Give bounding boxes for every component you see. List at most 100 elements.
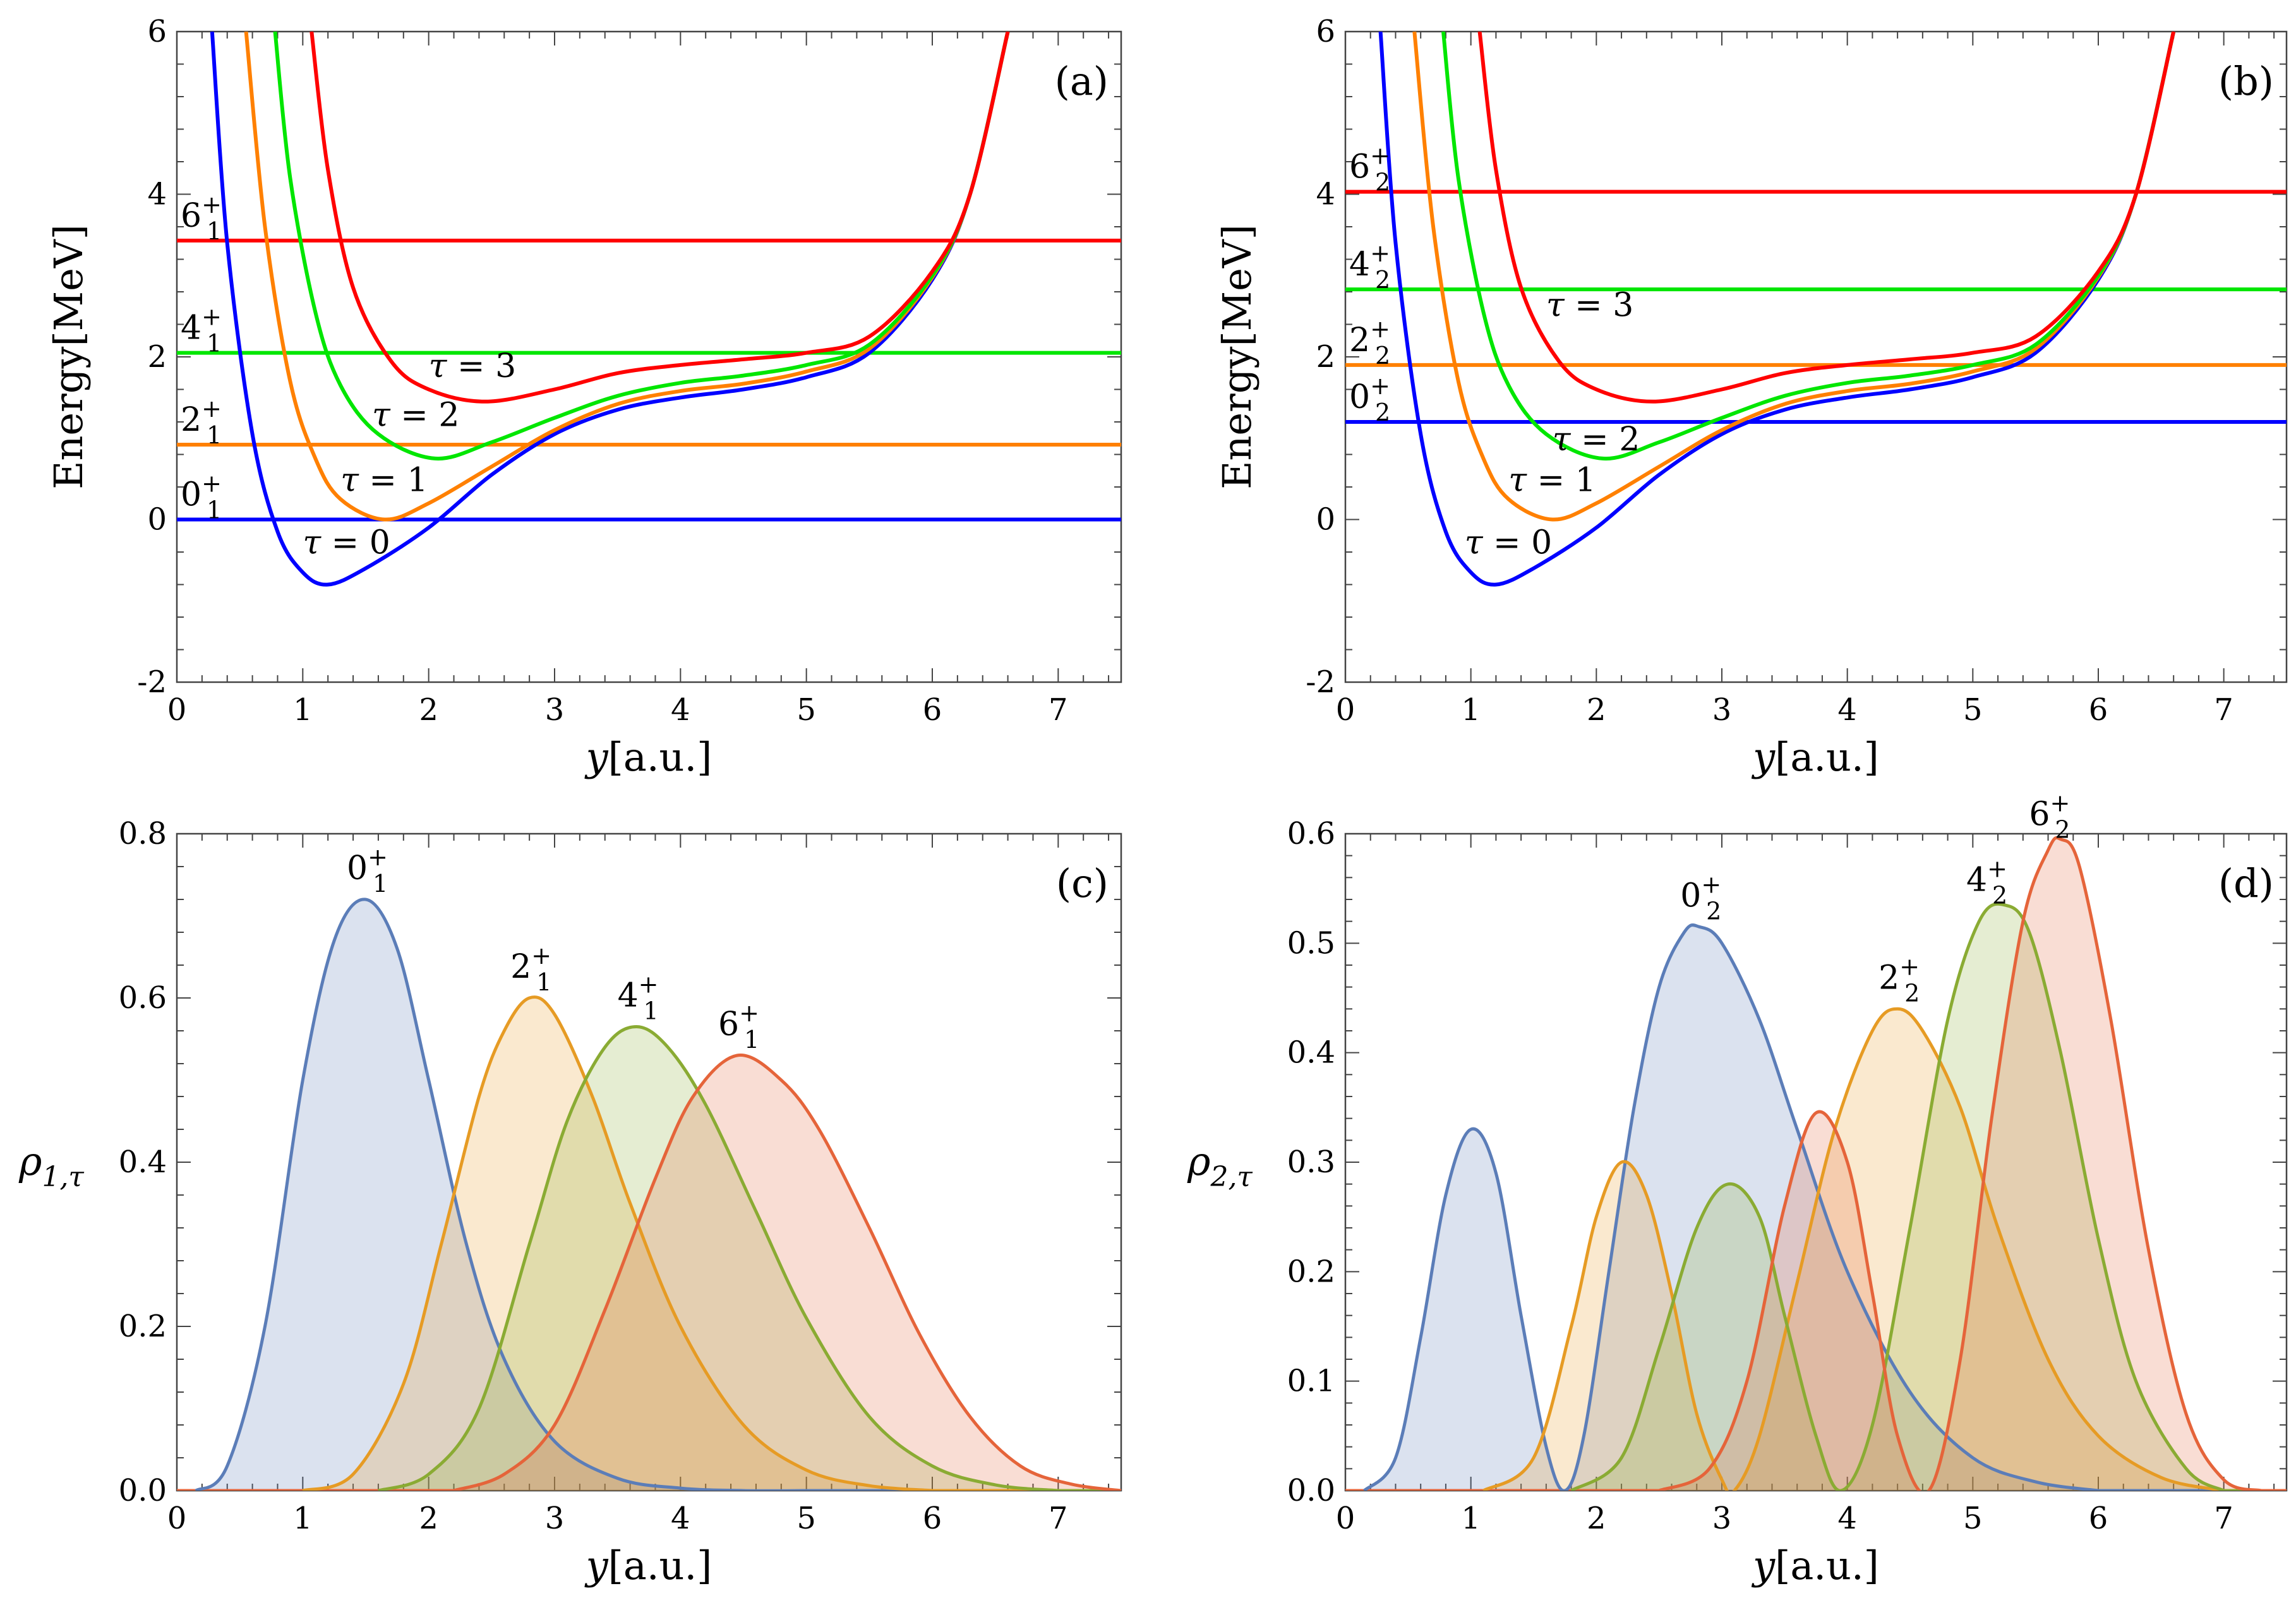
peak-label-01: 0+ 1 — [347, 843, 388, 898]
potential-curve-tau-1 — [1412, 32, 2176, 522]
y-tick-label: 2 — [147, 339, 167, 375]
x-tick-label: 4 — [1837, 692, 1857, 728]
y-tick-label: 0.1 — [1287, 1364, 1335, 1399]
y-tick-label: 6 — [1316, 14, 1335, 49]
tau-label-1: τ = 1 — [340, 461, 428, 499]
y-tick-label: 6 — [147, 14, 167, 49]
potential-curve-tau-0 — [1378, 32, 2176, 587]
x-tick-label: 0 — [1336, 692, 1355, 728]
y-tick-label: 0.2 — [119, 1309, 167, 1344]
peak-label-42: 4+ 2 — [1966, 855, 2007, 910]
state-label-62: 6+ 2 — [1349, 142, 1390, 196]
y-tick-label: 4 — [147, 177, 167, 212]
x-tick-label: 1 — [1461, 1501, 1481, 1536]
x-tick-label: 7 — [1049, 1501, 1068, 1536]
density-fill-22 — [1483, 1009, 2224, 1491]
x-tick-label: 7 — [1049, 692, 1068, 728]
density-curve-01 — [195, 898, 807, 1491]
density-curve-41 — [378, 1025, 1059, 1491]
x-tick-label: 2 — [419, 692, 438, 728]
x-tick-label: 7 — [2214, 1501, 2233, 1536]
x-tick-label: 5 — [796, 1501, 816, 1536]
density-curve-21 — [302, 995, 933, 1491]
y-tick-label: 0.8 — [119, 816, 167, 851]
y-axis-title: ρ1,τ — [18, 1138, 84, 1193]
peak-label-61: 6+ 1 — [718, 999, 759, 1054]
state-label-61: 6+ 1 — [181, 191, 222, 245]
state-label-01: 0+ 1 — [181, 470, 222, 524]
tau-label-0: τ = 0 — [303, 524, 390, 562]
panel-c-density-plot: 0 1 2 3 4 5 6 7 0.0 0.2 0.4 0.6 0.8 y[a.u.] (c) ρ1,τ 0+ 1… — [18, 816, 1122, 1589]
state-label-02: 0+ 2 — [1349, 372, 1390, 426]
x-axis-title: y[a.u.] — [1751, 734, 1879, 780]
density-curve-62 — [1658, 836, 2262, 1491]
y-tick-label: 0.3 — [1287, 1144, 1335, 1180]
x-tick-label: 0 — [167, 1501, 187, 1536]
y-tick-label: 0.5 — [1287, 925, 1335, 961]
y-tick-label: 2 — [1316, 339, 1335, 375]
potential-curve-tau-3 — [310, 32, 1010, 404]
x-tick-label: 6 — [2089, 692, 2108, 728]
x-tick-label: 2 — [1587, 692, 1606, 728]
density-curve-22 — [1482, 1007, 2225, 1491]
panel-tag: (a) — [1055, 58, 1109, 104]
peak-label-62: 6+ 2 — [2029, 790, 2070, 844]
tau-label-2: τ = 2 — [372, 396, 460, 434]
y-tick-label: 0 — [147, 502, 167, 538]
panel-tag: (d) — [2218, 860, 2274, 906]
potential-curve-tau-2 — [273, 32, 1010, 461]
tau-label-2: τ = 2 — [1553, 421, 1640, 459]
x-tick-label: 5 — [1963, 1501, 1983, 1536]
y-tick-label: -2 — [137, 664, 167, 700]
y-tick-label: 0.0 — [1287, 1473, 1335, 1508]
y-tick-label: 4 — [1316, 177, 1335, 212]
x-tick-label: 3 — [1712, 1501, 1732, 1536]
x-tick-label: 6 — [923, 692, 942, 728]
y-tick-label: 0.0 — [119, 1473, 167, 1508]
x-tick-label: 2 — [419, 1501, 438, 1536]
density-curve-61 — [453, 1054, 1121, 1491]
y-tick-label: 0.4 — [119, 1144, 167, 1180]
x-tick-label: 0 — [167, 692, 187, 728]
x-tick-label: 1 — [293, 1501, 313, 1536]
y-tick-label: 0 — [1316, 502, 1335, 538]
potential-curve-tau-0 — [210, 32, 1010, 587]
state-label-42: 4+ 2 — [1349, 239, 1390, 294]
tau-label-0: τ = 0 — [1465, 524, 1553, 562]
density-fill-61 — [454, 1055, 1121, 1491]
x-tick-label: 4 — [671, 692, 690, 728]
density-fill-02 — [1364, 925, 2098, 1491]
potential-curve-tau-2 — [1441, 32, 2176, 461]
x-tick-label: 3 — [545, 1501, 565, 1536]
density-curve-42 — [1570, 902, 2225, 1491]
density-fill-62 — [1659, 838, 2262, 1491]
state-label-21: 2+ 1 — [181, 395, 222, 449]
x-tick-label: 3 — [545, 692, 565, 728]
x-axis-title: y[a.u.] — [584, 1542, 712, 1589]
y-axis-title: Energy[MeV] — [1214, 224, 1260, 490]
peak-label-21: 2+ 1 — [510, 942, 551, 996]
y-axis-title: Energy[MeV] — [45, 224, 92, 490]
y-tick-label: -2 — [1306, 664, 1335, 700]
peak-label-02: 0+ 2 — [1680, 870, 1721, 925]
panel-tag: (b) — [2218, 58, 2274, 104]
density-fill-21 — [303, 997, 932, 1491]
x-tick-label: 5 — [796, 692, 816, 728]
peak-label-41: 4+ 1 — [618, 971, 659, 1025]
x-tick-label: 3 — [1712, 692, 1732, 728]
tau-label-3: τ = 3 — [429, 347, 517, 385]
state-label-41: 4+ 1 — [181, 303, 222, 357]
y-tick-label: 0.6 — [119, 980, 167, 1016]
density-fill-42 — [1571, 904, 2224, 1491]
panel-tag: (c) — [1056, 860, 1109, 906]
density-fill-01 — [195, 899, 807, 1491]
density-fill-41 — [378, 1026, 1059, 1491]
x-tick-label: 1 — [293, 692, 313, 728]
x-tick-label: 6 — [923, 1501, 942, 1536]
x-tick-label: 0 — [1336, 1501, 1355, 1536]
state-label-22: 2+ 2 — [1349, 315, 1390, 369]
tau-label-1: τ = 1 — [1508, 461, 1596, 499]
